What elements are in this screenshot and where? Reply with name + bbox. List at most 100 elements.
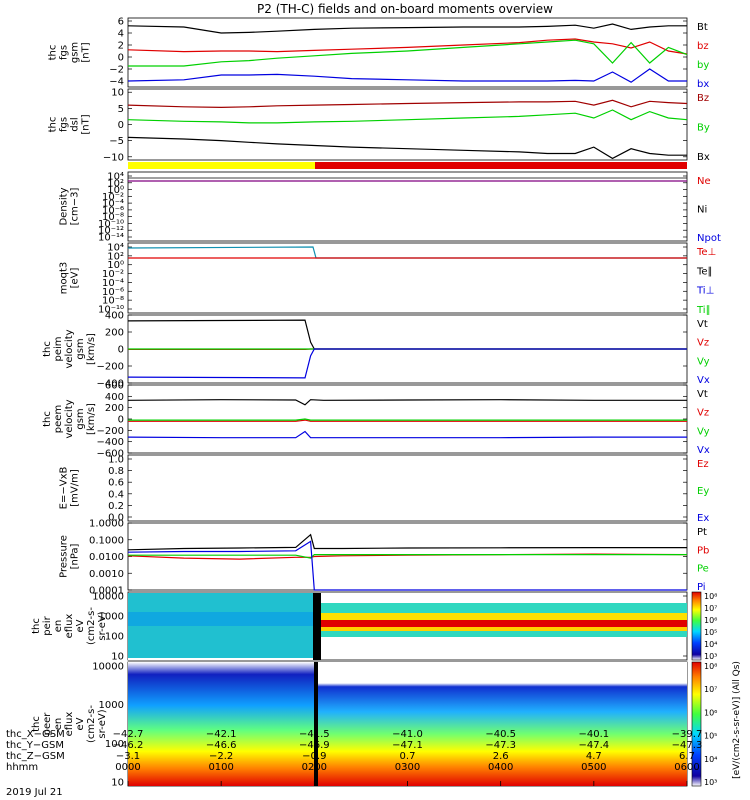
panel-fgs_dsl: 10 5 0 −5 −10 thc fgs dsl [nT] Bz By Bx xyxy=(48,88,710,164)
ylabel-peir: en xyxy=(53,620,64,633)
legend-temperature: Ti∥ xyxy=(696,305,711,316)
colorbar-tick-peir: 10³ xyxy=(704,652,717,661)
ytick-label-density: 10⁻² xyxy=(102,192,124,203)
series-pressure-pt xyxy=(127,533,687,551)
ytick-label-peem_velocity: −200 xyxy=(97,426,124,437)
colorbar-tick-peir: 10⁴ xyxy=(704,640,717,649)
xaxis-tick-label: −47.3 xyxy=(672,740,703,751)
ylabel-peem_velocity: thc xyxy=(42,411,53,427)
panel-frame-peem_velocity xyxy=(127,384,688,454)
ytick-label-efield: 0.2 xyxy=(108,501,124,512)
ylabel-fgs_dsl: [nT] xyxy=(81,114,92,134)
series-fgs_dsl-bz xyxy=(127,99,688,109)
xaxis-tick-label: −47.1 xyxy=(392,740,423,751)
series-peim_velocity-vt xyxy=(127,319,687,350)
colorbar-tick-peer: 10⁶ xyxy=(704,708,717,717)
ylabel-fgs_dsl: fgs xyxy=(59,117,70,132)
ylabel-efield: E=−VxB xyxy=(59,467,70,510)
ylabel-peer: sr-eV) xyxy=(97,709,108,738)
xaxis-tick-label: −46.6 xyxy=(206,740,237,751)
ylabel-temperature: [eV] xyxy=(70,268,81,289)
colorbar-tick-peir: 10⁶ xyxy=(704,616,717,625)
xaxis-tick-label: −40.1 xyxy=(579,729,610,740)
ytick-label-density: 10² xyxy=(107,178,124,189)
peir-right-cyan xyxy=(321,631,687,637)
ylabel-efield: [mV/m] xyxy=(70,469,81,507)
ylabel-fgs: fgs xyxy=(59,45,70,60)
ytick-label-peer: 10000 xyxy=(92,662,124,673)
peir-right-yellow xyxy=(321,613,687,620)
peer-colorbar xyxy=(691,661,702,787)
ylabel-peir: (cm2-s- xyxy=(86,607,97,645)
xaxis-tick-label: 0300 xyxy=(395,762,420,773)
ylabel-peem_velocity: gsm xyxy=(75,408,86,429)
ytick-label-density: 10⁻⁶ xyxy=(102,205,124,216)
colorbar-label: [eV/(cm2-s-sr-eV)] (All Qs) xyxy=(732,661,742,779)
ytick-label-peir: 1000 xyxy=(99,612,124,623)
ytick-label-peim_velocity: −400 xyxy=(97,379,124,390)
ylabel-peer: peer xyxy=(42,712,53,736)
peer-left-region xyxy=(128,662,314,786)
ytick-label-peer: 100 xyxy=(105,739,124,750)
ytick-label-efield: 0.4 xyxy=(108,489,124,500)
ylabel-pressure: Pressure xyxy=(59,535,70,578)
ylabel-density: [cm−3] xyxy=(70,188,81,226)
legend-density: Npot xyxy=(697,233,721,244)
legend-peim_velocity: Vz xyxy=(697,338,709,349)
legend-peem_velocity: Vy xyxy=(697,426,710,437)
ylabel-temperature: moqt3 xyxy=(59,262,70,295)
ylabel-fgs_dsl: thc xyxy=(48,117,59,133)
ytick-label-temperature: 10⁻⁴ xyxy=(102,278,124,289)
xaxis-tick-label: −42.7 xyxy=(113,729,144,740)
peir-left-lowband xyxy=(128,612,313,626)
ytick-label-peim_velocity: 0 xyxy=(118,345,124,356)
ylabel-peim_velocity: velocity xyxy=(64,329,75,368)
ytick-label-peem_velocity: −400 xyxy=(97,437,124,448)
series-fgs-bx xyxy=(127,68,687,83)
ytick-label-peer: 10 xyxy=(111,778,124,789)
ephem-bar-red xyxy=(315,162,687,169)
legend-fgs_dsl: By xyxy=(697,123,710,134)
ytick-label-temperature: 10⁻⁶ xyxy=(102,287,124,298)
legend-temperature: Te∥ xyxy=(696,266,713,277)
xaxis-tick-label: 0200 xyxy=(302,762,327,773)
peir-right-top xyxy=(321,603,687,613)
colorbar-tick-peer: 10³ xyxy=(704,778,717,787)
ytick-label-fgs: 2 xyxy=(118,41,124,52)
ylabel-fgs_dsl: dsl xyxy=(70,117,81,131)
legend-peim_velocity: Vy xyxy=(697,356,710,367)
xaxis-tick-label: 2.6 xyxy=(493,751,509,762)
ytick-label-efield: 0.6 xyxy=(108,478,124,489)
legend-peem_velocity: Vz xyxy=(697,408,709,419)
ytick-label-peim_velocity: 400 xyxy=(105,311,124,322)
legend-peem_velocity: Vx xyxy=(697,445,710,456)
xaxis-tick-label: 0100 xyxy=(208,762,233,773)
panel-pressure: 1.0000 0.1000 0.0100 0.0010 0.0001 Pressure [n… xyxy=(59,519,710,597)
xaxis-tick-label: −0.9 xyxy=(302,751,326,762)
ytick-label-peim_velocity: 200 xyxy=(105,328,124,339)
panel-frame-fgs_dsl xyxy=(127,88,688,161)
legend-pressure: Pe xyxy=(697,564,709,575)
ytick-label-peem_velocity: −600 xyxy=(97,449,124,460)
ylabel-peem_velocity: [km/s] xyxy=(86,403,97,435)
ytick-label-fgs: 6 xyxy=(118,17,124,28)
legend-efield: Ey xyxy=(697,486,709,497)
xaxis-tick-label: 0.7 xyxy=(400,751,416,762)
peer-right-region xyxy=(318,662,687,786)
ytick-label-pressure: 0.0100 xyxy=(89,552,124,563)
ytick-label-fgs_dsl: 10 xyxy=(111,88,124,99)
ytick-label-peir: 100 xyxy=(105,632,124,643)
xaxis-row-label: hhmm xyxy=(6,762,38,773)
panel-frame-fgs xyxy=(127,17,688,88)
xaxis-tick-label: −41.0 xyxy=(392,729,423,740)
ytick-label-temperature: 10² xyxy=(107,251,124,262)
xaxis-tick-label: −42.1 xyxy=(206,729,237,740)
colorbar-tick-peir: 10⁷ xyxy=(704,604,717,613)
series-fgs-by xyxy=(128,39,688,67)
legend-pressure: Pt xyxy=(697,527,707,538)
colorbar-tick-peer: 10⁵ xyxy=(704,732,717,741)
series-temperature-ti xyxy=(127,246,687,259)
peir-spectrogram xyxy=(128,593,687,660)
